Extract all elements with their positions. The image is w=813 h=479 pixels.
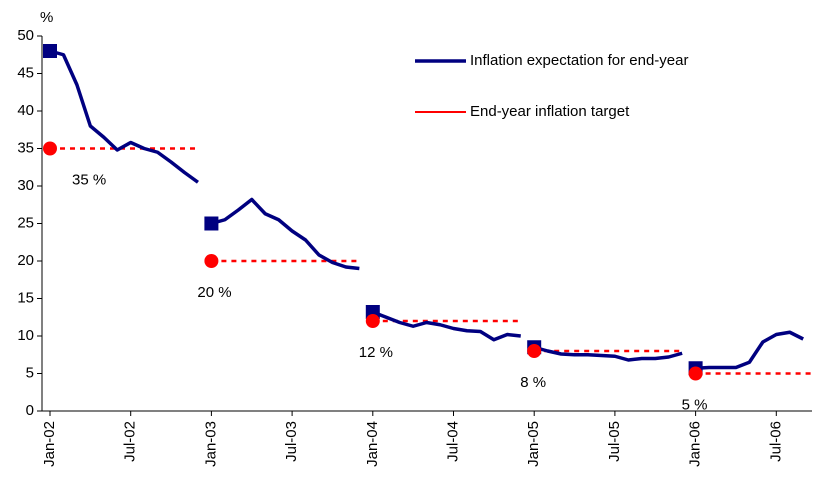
x-tick-label: Jul-02 [122,421,139,462]
target-marker [527,344,542,358]
expectation-line [210,197,360,271]
x-tick-label: Jan-03 [202,421,219,467]
legend-label: Inflation expectation for end-year [470,52,688,69]
y-tick-label: 0 [26,402,34,419]
target-marker [204,254,219,268]
expectation-marker [43,44,57,58]
y-tick-label: 20 [17,252,34,269]
x-tick-label: Jul-03 [283,421,300,462]
y-tick-label: 35 [17,139,34,156]
target-marker [365,314,380,328]
target-label: 8 % [520,374,546,391]
expectation-line [49,49,199,184]
x-tick-label: Jul-05 [606,421,623,462]
x-tick-label: Jan-05 [525,421,542,467]
expectation-line [533,345,683,362]
expectation-marker [204,216,219,231]
expectation-line [372,310,521,342]
x-tick-label: Jan-02 [41,421,58,467]
target-marker [688,366,703,381]
y-axis-label: % [40,9,53,26]
x-tick-label: Jul-06 [767,421,784,462]
y-tick-label: 5 [26,364,34,381]
y-tick-label: 50 [17,27,34,44]
x-tick-label: Jul-04 [444,421,461,462]
x-tick-label: Jan-06 [687,421,704,467]
legend-label: End-year inflation target [470,103,630,120]
target-label: 12 % [359,344,393,361]
expectation-line [695,330,804,370]
y-tick-label: 40 [17,102,34,119]
x-tick-label: Jan-04 [364,421,381,467]
y-tick-label: 15 [17,289,34,306]
target-label: 5 % [682,396,708,413]
y-tick-label: 45 [17,64,34,81]
target-label: 20 % [197,284,231,301]
target-label: 35 % [72,171,106,188]
y-tick-label: 30 [17,177,34,194]
y-tick-label: 25 [17,214,34,231]
y-tick-label: 10 [17,327,34,344]
target-marker [43,141,57,156]
